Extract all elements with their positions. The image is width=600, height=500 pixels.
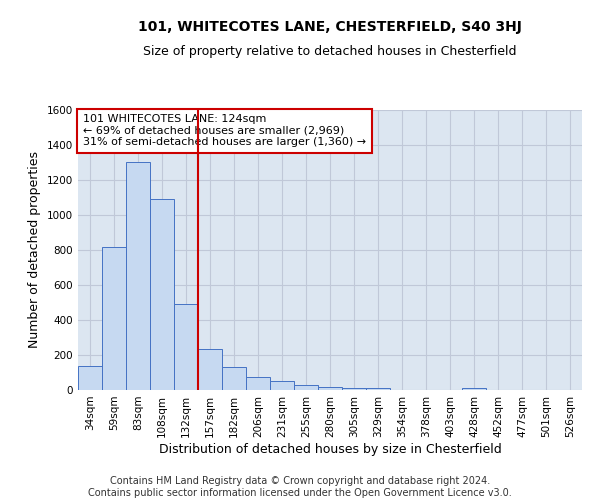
Bar	[270, 381, 294, 390]
Text: Size of property relative to detached houses in Chesterfield: Size of property relative to detached ho…	[143, 45, 517, 58]
Bar	[246, 377, 270, 390]
Bar	[150, 199, 174, 390]
Bar	[294, 385, 318, 390]
Bar	[198, 349, 222, 390]
Text: 101, WHITECOTES LANE, CHESTERFIELD, S40 3HJ: 101, WHITECOTES LANE, CHESTERFIELD, S40 …	[138, 20, 522, 34]
Bar	[222, 367, 246, 390]
Text: 101 WHITECOTES LANE: 124sqm
← 69% of detached houses are smaller (2,969)
31% of : 101 WHITECOTES LANE: 124sqm ← 69% of det…	[83, 114, 366, 148]
Bar	[462, 388, 486, 390]
X-axis label: Distribution of detached houses by size in Chesterfield: Distribution of detached houses by size …	[158, 442, 502, 456]
Bar	[342, 388, 366, 390]
Y-axis label: Number of detached properties: Number of detached properties	[28, 152, 41, 348]
Bar	[318, 386, 342, 390]
Text: Contains HM Land Registry data © Crown copyright and database right 2024.
Contai: Contains HM Land Registry data © Crown c…	[88, 476, 512, 498]
Bar	[102, 246, 126, 390]
Bar	[366, 388, 390, 390]
Bar	[126, 162, 150, 390]
Bar	[174, 304, 198, 390]
Bar	[78, 366, 102, 390]
